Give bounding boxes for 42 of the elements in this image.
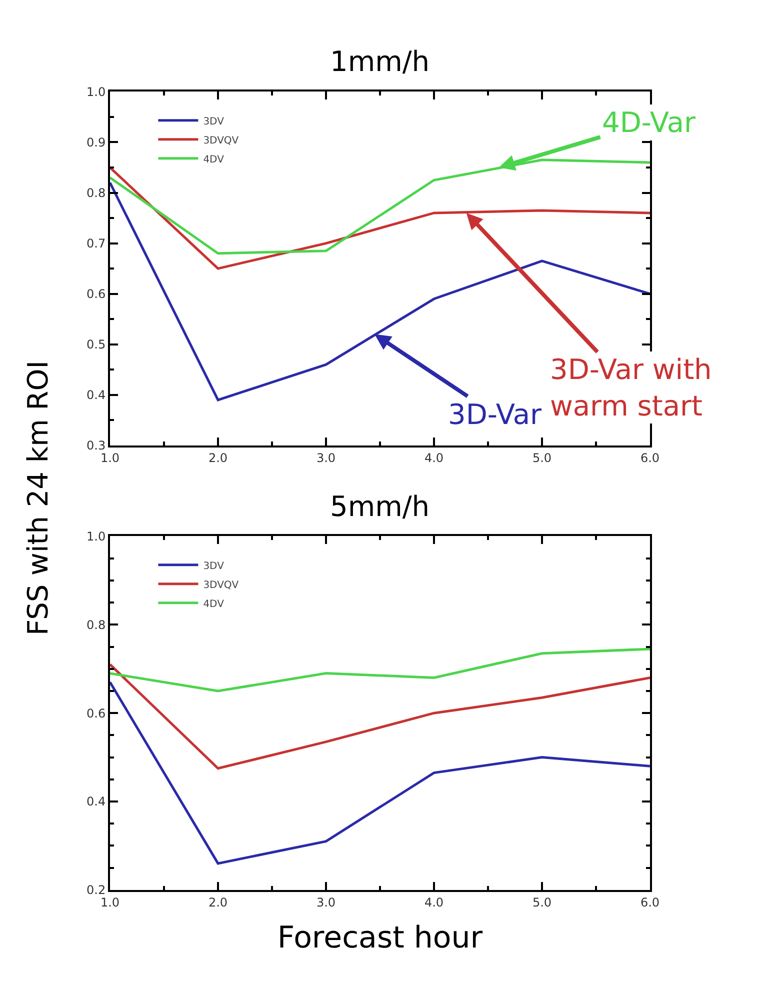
x-tick-label: 3.0	[316, 450, 336, 465]
line-series	[110, 166, 650, 270]
legend-label: 3DVQV	[203, 135, 239, 146]
line-series	[110, 648, 650, 692]
legend-label: 4DV	[203, 154, 224, 166]
y-axis-title: FSS with 24 km ROI	[22, 360, 54, 636]
y-tick-label: 0.6	[86, 287, 106, 302]
legend-label: 3DVQV	[203, 580, 239, 591]
y-tick-label: 0.4	[86, 794, 106, 809]
x-tick-label: 1.0	[100, 450, 120, 465]
x-tick-label: 2.0	[208, 895, 228, 910]
legend-label: 3DV	[203, 116, 224, 128]
annotation: 3D-Var with warm start	[550, 353, 712, 422]
y-tick-label: 0.8	[86, 186, 106, 200]
x-tick-label: 2.0	[208, 450, 228, 465]
annotation: 3D-Var	[448, 398, 542, 431]
y-tick-label: 0.4	[86, 388, 106, 402]
y-tick-label: 0.9	[86, 135, 106, 150]
chart-title: 5mm/h	[330, 490, 430, 523]
y-tick-label: 0.5	[86, 338, 106, 352]
y-tick-label: 0.8	[86, 618, 106, 632]
x-tick-label: 4.0	[424, 450, 444, 465]
x-tick-label: 1.0	[100, 895, 120, 910]
annotation: 4D-Var	[602, 106, 696, 139]
x-axis-title: Forecast hour	[277, 920, 484, 956]
y-tick-label: 0.6	[86, 706, 106, 720]
x-tick-label: 6.0	[640, 450, 660, 465]
x-tick-label: 3.0	[316, 895, 336, 910]
x-tick-label: 6.0	[640, 895, 660, 910]
line-series	[110, 680, 650, 865]
y-tick-label: 0.7	[86, 236, 106, 250]
chart-title: 1mm/h	[330, 45, 430, 78]
legend-label: 3DV	[203, 560, 224, 572]
x-tick-label: 5.0	[532, 450, 552, 465]
y-tick-label: 1.0	[86, 84, 106, 99]
y-tick-label: 1.0	[86, 529, 106, 544]
x-tick-label: 4.0	[424, 895, 444, 910]
y-tick-label: 0.3	[86, 438, 106, 453]
y-tick-label: 0.2	[86, 883, 106, 898]
legend-label: 4DV	[203, 598, 224, 610]
x-tick-label: 5.0	[532, 895, 552, 910]
line-series	[110, 663, 650, 770]
